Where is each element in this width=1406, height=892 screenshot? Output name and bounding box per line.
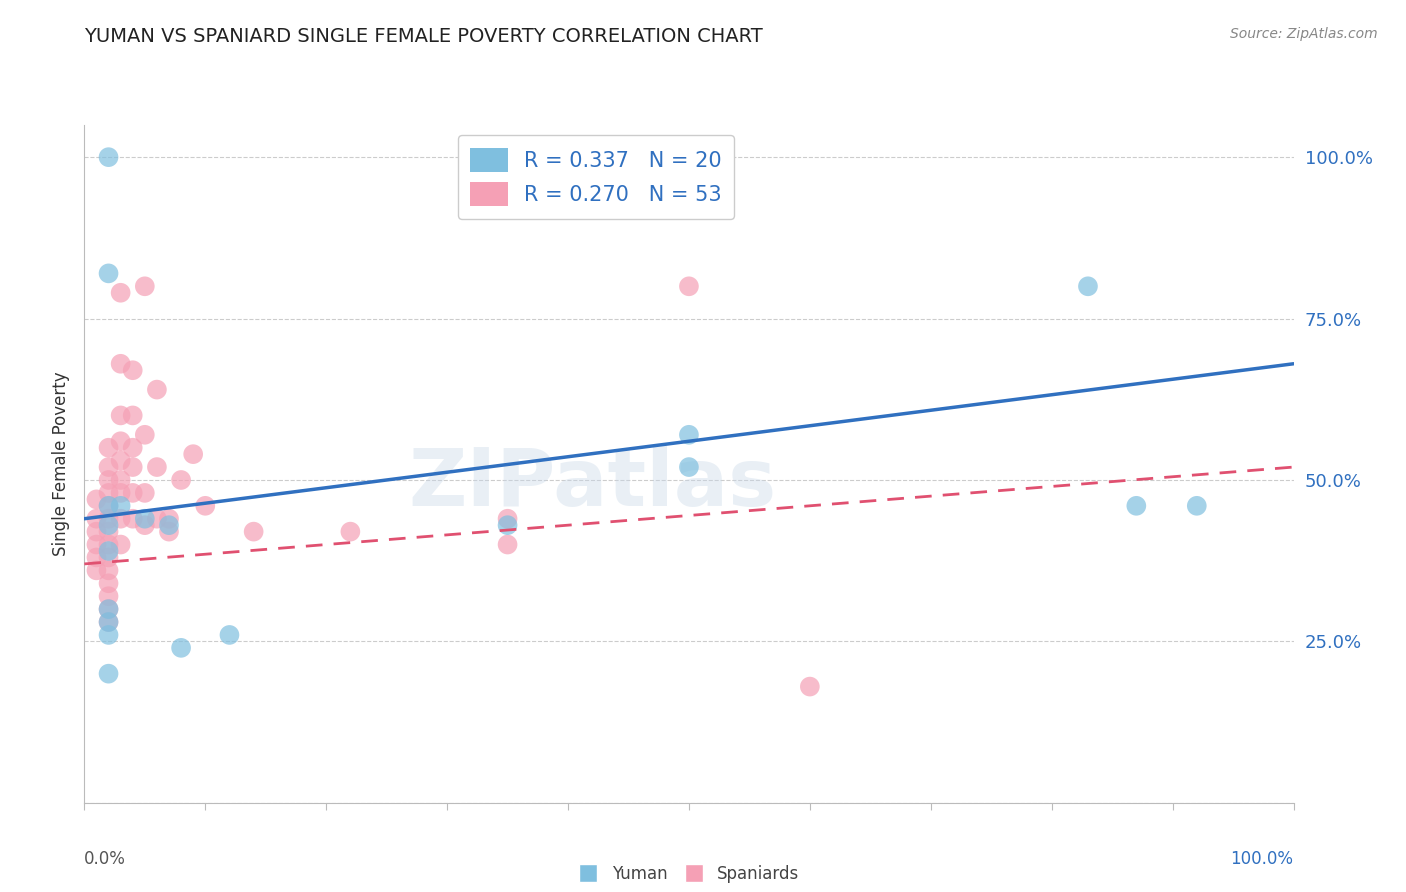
- Point: [181, 447, 204, 461]
- Point: [242, 524, 264, 539]
- Point: [134, 427, 156, 442]
- Point: [97, 524, 120, 539]
- Point: [146, 512, 169, 526]
- Point: [121, 460, 143, 475]
- Point: [121, 409, 143, 423]
- Point: [97, 602, 120, 616]
- Point: [97, 550, 120, 565]
- Point: [110, 473, 132, 487]
- Point: [134, 486, 156, 500]
- Point: [97, 150, 120, 164]
- Point: [97, 544, 120, 558]
- Point: [121, 486, 143, 500]
- Point: [110, 512, 132, 526]
- Point: [110, 409, 132, 423]
- Point: [170, 640, 193, 655]
- Point: [678, 460, 700, 475]
- Point: [157, 512, 180, 526]
- Point: [97, 628, 120, 642]
- Point: [86, 563, 108, 577]
- Legend: Yuman, Spaniards: Yuman, Spaniards: [572, 858, 806, 889]
- Point: [97, 615, 120, 629]
- Point: [496, 537, 519, 551]
- Point: [134, 279, 156, 293]
- Point: [218, 628, 240, 642]
- Point: [86, 492, 108, 507]
- Point: [97, 537, 120, 551]
- Point: [86, 512, 108, 526]
- Point: [146, 460, 169, 475]
- Point: [97, 473, 120, 487]
- Point: [134, 512, 156, 526]
- Point: [496, 518, 519, 533]
- Point: [97, 441, 120, 455]
- Point: [1125, 499, 1147, 513]
- Point: [97, 499, 120, 513]
- Text: Source: ZipAtlas.com: Source: ZipAtlas.com: [1230, 27, 1378, 41]
- Point: [110, 434, 132, 449]
- Point: [110, 285, 132, 300]
- Point: [97, 615, 120, 629]
- Point: [97, 576, 120, 591]
- Point: [97, 666, 120, 681]
- Point: [146, 383, 169, 397]
- Point: [110, 486, 132, 500]
- Point: [678, 279, 700, 293]
- Point: [97, 460, 120, 475]
- Point: [1077, 279, 1099, 293]
- Point: [97, 602, 120, 616]
- Point: [121, 363, 143, 377]
- Point: [194, 499, 217, 513]
- Point: [97, 512, 120, 526]
- Point: [97, 486, 120, 500]
- Point: [799, 680, 821, 694]
- Point: [134, 518, 156, 533]
- Text: 100.0%: 100.0%: [1230, 850, 1294, 868]
- Point: [121, 512, 143, 526]
- Point: [1185, 499, 1208, 513]
- Point: [97, 499, 120, 513]
- Point: [86, 537, 108, 551]
- Point: [86, 524, 108, 539]
- Point: [678, 427, 700, 442]
- Point: [97, 518, 120, 533]
- Point: [110, 499, 132, 513]
- Point: [170, 473, 193, 487]
- Text: ZIPatlas: ZIPatlas: [408, 445, 776, 524]
- Point: [97, 266, 120, 280]
- Text: YUMAN VS SPANIARD SINGLE FEMALE POVERTY CORRELATION CHART: YUMAN VS SPANIARD SINGLE FEMALE POVERTY …: [84, 27, 763, 45]
- Point: [496, 512, 519, 526]
- Point: [121, 441, 143, 455]
- Point: [157, 524, 180, 539]
- Point: [97, 563, 120, 577]
- Point: [110, 537, 132, 551]
- Point: [110, 357, 132, 371]
- Point: [110, 453, 132, 467]
- Point: [86, 550, 108, 565]
- Point: [339, 524, 361, 539]
- Point: [157, 518, 180, 533]
- Y-axis label: Single Female Poverty: Single Female Poverty: [52, 372, 70, 556]
- Point: [97, 589, 120, 603]
- Text: 0.0%: 0.0%: [84, 850, 127, 868]
